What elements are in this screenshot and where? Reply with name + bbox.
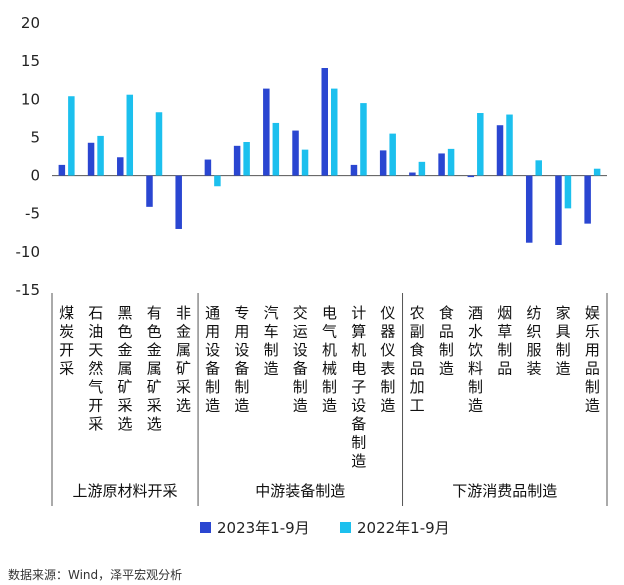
bar [555, 175, 562, 245]
bar [477, 113, 484, 176]
category-label: 纺织服装 [526, 304, 541, 378]
category-label: 酒水饮料制造 [468, 304, 483, 415]
y-tick-label: 15 [21, 52, 40, 70]
group-label: 中游装备制造 [255, 482, 345, 500]
legend-swatch [200, 522, 211, 533]
bar [593, 168, 601, 176]
bar [584, 175, 591, 224]
bar [564, 175, 572, 209]
bar [418, 161, 426, 176]
y-tick-label: 10 [21, 90, 40, 108]
bar [155, 112, 163, 176]
legend-label: 2023年1-9月 [217, 519, 310, 537]
y-tick-label: 0 [30, 167, 40, 185]
bar [506, 114, 513, 176]
category-label: 煤炭开采 [59, 304, 74, 378]
bar [68, 96, 75, 176]
bar [525, 175, 533, 243]
bar [360, 103, 367, 176]
y-tick-label: -15 [16, 281, 41, 299]
bars [58, 68, 601, 245]
category-label: 通用设备制造 [205, 304, 220, 415]
bar [496, 125, 504, 176]
category-label: 汽车制造 [264, 304, 279, 378]
bar [97, 135, 104, 176]
bar [350, 164, 358, 176]
bar [58, 164, 66, 176]
category-label: 专用设备制造 [234, 304, 249, 415]
group-label: 上游原材料开采 [73, 482, 178, 500]
bar [126, 94, 134, 176]
bar [331, 88, 338, 176]
category-label: 黑色金属矿采选 [118, 304, 133, 433]
bar [467, 175, 475, 178]
legend-label: 2022年1-9月 [357, 519, 450, 537]
bar [447, 148, 455, 176]
group-label: 下游消费品制造 [452, 482, 557, 500]
bar [146, 175, 153, 207]
category-label: 非金属矿采选 [176, 304, 191, 415]
y-tick-label: -5 [25, 205, 40, 223]
bar [379, 150, 387, 176]
group-labels: 上游原材料开采 中游装备制造 下游消费品制造 [73, 482, 558, 500]
bar [272, 122, 280, 176]
category-label: 仪器仪表制造 [380, 304, 395, 415]
bar [263, 88, 270, 176]
category-labels: 煤炭开采石油天然气开采黑色金属矿采选有色金属矿采选非金属矿采选通用设备制造专用设… [59, 304, 600, 470]
source-note: 数据来源：Wind，泽平宏观分析 [8, 567, 182, 582]
bar [438, 153, 445, 176]
legend: 2023年1-9月 2022年1-9月 [200, 519, 450, 537]
bar [204, 159, 212, 176]
bar [87, 142, 95, 176]
bar [214, 175, 221, 187]
category-label: 石油天然气开采 [88, 304, 103, 433]
category-label: 烟草制品 [497, 304, 512, 378]
legend-swatch [340, 522, 351, 533]
y-tick-label: 5 [30, 128, 40, 146]
bar [243, 142, 250, 176]
category-label: 有色金属矿采选 [147, 304, 162, 433]
y-axis-ticks: -15 -10 -5 0 5 10 15 20 [16, 14, 41, 299]
bar [175, 175, 182, 229]
category-label: 农副食品加工 [410, 304, 425, 415]
category-label: 娱乐用品制造 [585, 304, 600, 415]
bar [117, 157, 124, 176]
category-label: 计算机电子设备制造 [351, 304, 366, 470]
bar [389, 133, 396, 176]
category-label: 家具制造 [556, 304, 571, 378]
axes-layer [51, 175, 608, 506]
category-label: 食品制造 [439, 304, 454, 378]
y-tick-label: 20 [21, 14, 40, 32]
bar [321, 68, 328, 176]
bar [409, 172, 416, 176]
bar [233, 145, 241, 176]
bar [535, 160, 542, 176]
category-label: 交运设备制造 [293, 304, 308, 415]
y-tick-label: -10 [16, 243, 41, 261]
bar [292, 130, 299, 176]
category-label: 电气机械制造 [322, 304, 337, 415]
bar [301, 149, 309, 176]
